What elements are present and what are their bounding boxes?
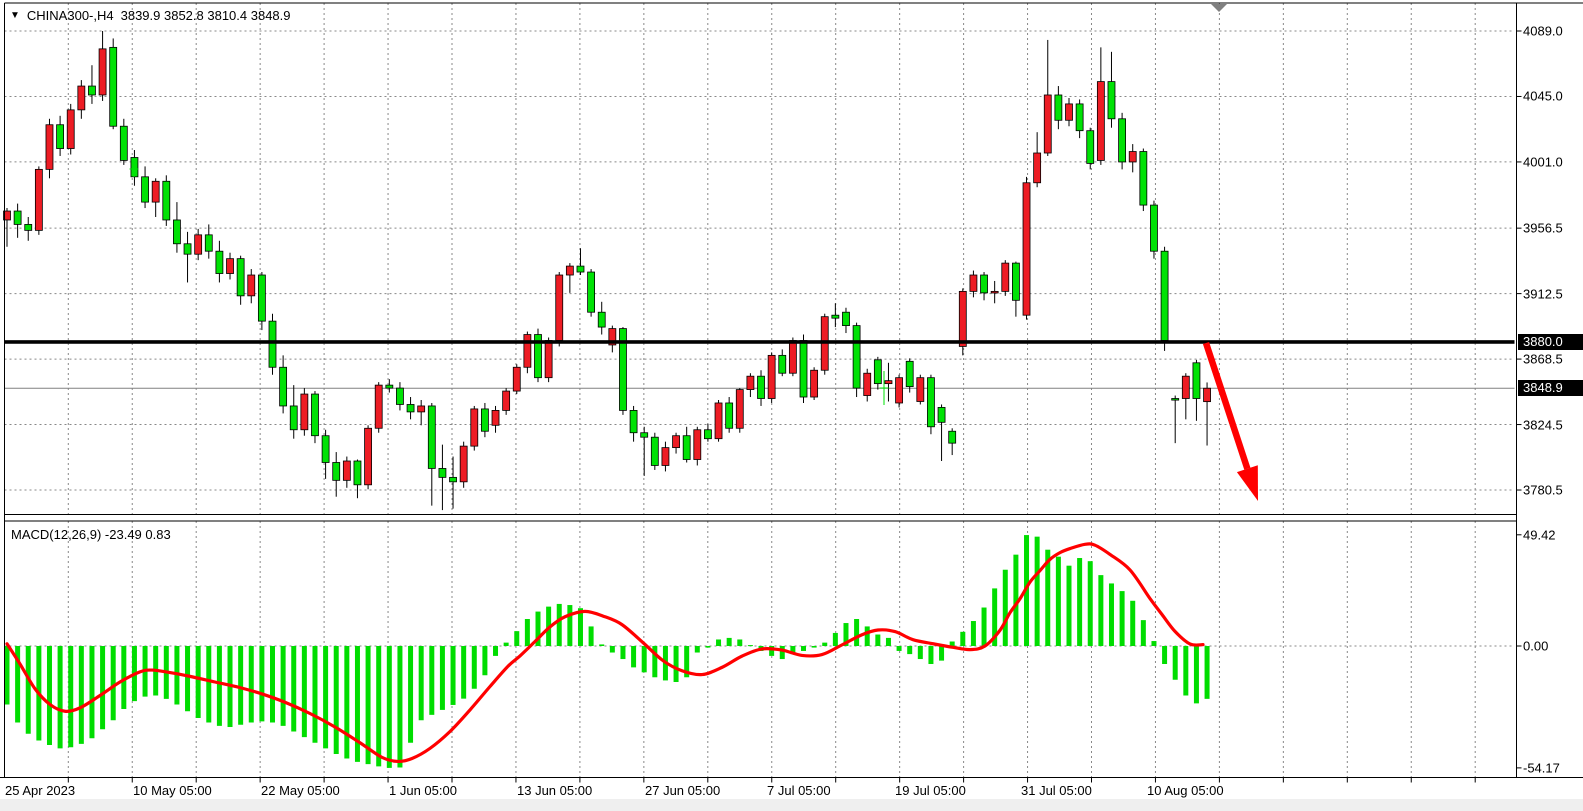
price-tick-label: 3868.5 (1523, 351, 1563, 367)
price-tick-label: 3956.5 (1523, 220, 1563, 236)
price-tick-label: 4045.0 (1523, 88, 1563, 104)
time-tick-label: 27 Jun 05:00 (645, 783, 721, 798)
time-tick-label: 1 Jun 05:00 (389, 783, 457, 798)
macd-tick-label: 49.42 (1523, 527, 1556, 543)
time-tick-label: 25 Apr 2023 (5, 783, 76, 798)
chart-title: ▼ CHINA300-,H4 3839.9 3852.8 3810.4 3848… (10, 8, 291, 23)
horizontal-line-object[interactable] (4, 340, 1515, 344)
time-tick-label: 10 May 05:00 (133, 783, 212, 798)
time-tick-label: 7 Jul 05:00 (767, 783, 831, 798)
price-tick-label: 4089.0 (1523, 23, 1563, 39)
macd-tick-label: 0.00 (1523, 638, 1549, 654)
macd-signal-line (5, 542, 1205, 764)
price-tick-label: 3780.5 (1523, 482, 1563, 498)
time-tick-label: 13 Jun 05:00 (517, 783, 593, 798)
candlesticks (3, 31, 1211, 511)
bottom-strip (0, 799, 1583, 811)
ohlc-readout: 3839.9 3852.8 3810.4 3848.9 (120, 8, 291, 23)
object-anchor-crosses (129, 161, 889, 405)
macd-indicator-label: MACD(12,26,9) -23.49 0.83 (11, 527, 171, 542)
symbol-dropdown-icon[interactable]: ▼ (10, 9, 20, 21)
price-tick-label: 4001.0 (1523, 154, 1563, 170)
price-tick-label: 3824.5 (1523, 417, 1563, 433)
panel-borders (0, 2, 1583, 783)
trend-arrow-object[interactable] (1202, 341, 1258, 501)
symbol-period-label: CHINA300-,H4 (26, 8, 114, 23)
macd-indicator (4, 535, 1210, 768)
hline-price-tag: 3880.0 (1518, 333, 1583, 350)
time-tick-label: 19 Jul 05:00 (895, 783, 966, 798)
time-tick-label: 31 Jul 05:00 (1021, 783, 1092, 798)
price-tick-label: 3912.5 (1523, 286, 1563, 302)
last-price-tag: 3848.9 (1518, 380, 1583, 397)
time-tick-label: 10 Aug 05:00 (1147, 783, 1224, 798)
chart-shift-marker-icon[interactable] (1211, 4, 1227, 12)
macd-tick-label: -54.17 (1523, 760, 1560, 776)
time-tick-label: 22 May 05:00 (261, 783, 340, 798)
